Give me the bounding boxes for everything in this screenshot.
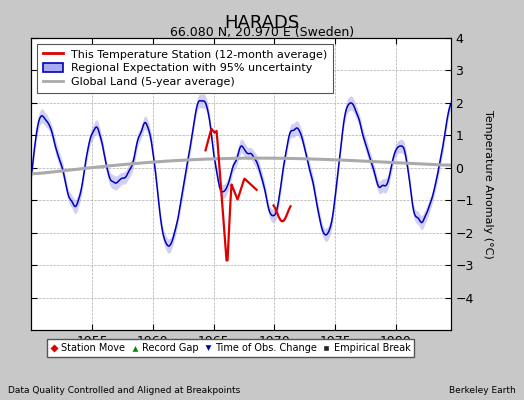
Legend: Station Move, Record Gap, Time of Obs. Change, Empirical Break: Station Move, Record Gap, Time of Obs. C… — [47, 339, 414, 357]
Text: 66.080 N, 20.970 E (Sweden): 66.080 N, 20.970 E (Sweden) — [170, 26, 354, 39]
Text: Berkeley Earth: Berkeley Earth — [450, 386, 516, 395]
Y-axis label: Temperature Anomaly (°C): Temperature Anomaly (°C) — [483, 110, 493, 258]
Text: HARADS: HARADS — [224, 14, 300, 32]
Text: Data Quality Controlled and Aligned at Breakpoints: Data Quality Controlled and Aligned at B… — [8, 386, 240, 395]
Legend: This Temperature Station (12-month average), Regional Expectation with 95% uncer: This Temperature Station (12-month avera… — [37, 44, 333, 93]
